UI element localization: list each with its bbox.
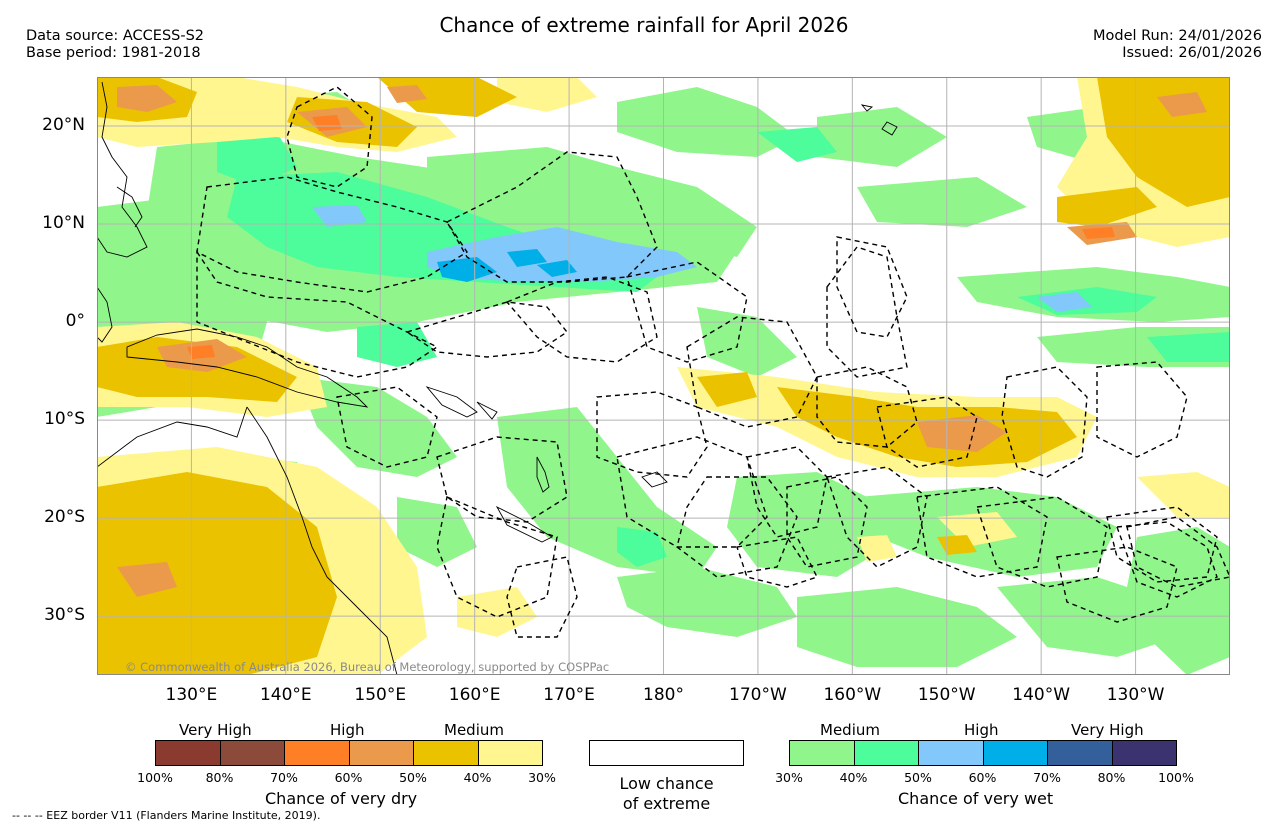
lon-label: 130°W — [1106, 685, 1165, 705]
dry-swatch — [155, 740, 221, 766]
wet-swatch — [789, 740, 855, 766]
lon-label: 130°E — [165, 685, 218, 705]
lon-label: 180° — [643, 685, 684, 705]
wet-swatch — [853, 740, 919, 766]
dry-swatch — [477, 740, 543, 766]
dry-swatch — [284, 740, 350, 766]
wet-percent-label: 60% — [968, 770, 997, 785]
wet-swatch — [1047, 740, 1113, 766]
dry-50-regions — [117, 85, 1207, 597]
dry-caption: Chance of very dry — [265, 789, 418, 808]
lat-label: 10°S — [44, 409, 85, 430]
lat-label: 0° — [65, 311, 85, 332]
wet-percent-label: 40% — [839, 770, 868, 785]
wet-60-regions — [437, 249, 577, 282]
wet-swatch — [982, 740, 1048, 766]
rainfall-map: © Commonwealth of Australia 2026, Bureau… — [97, 77, 1230, 675]
coastlines — [97, 81, 898, 675]
wet-percent-label: 30% — [775, 770, 803, 785]
dry-cat-very-high: Very High — [179, 721, 252, 739]
wet-percent-label: 50% — [904, 770, 932, 785]
dry-cat-high: High — [330, 721, 365, 739]
wet-cat-high: High — [964, 721, 999, 739]
dry-percent-label: 60% — [334, 770, 363, 785]
lon-label: 170°E — [543, 685, 595, 705]
data-source-text: Data source: ACCESS-S2 — [26, 28, 205, 44]
map-title: Chance of extreme rainfall for April 202… — [0, 13, 1288, 37]
low-chance-line1: Low chance — [619, 774, 714, 793]
dry-percent-label: 70% — [270, 770, 298, 785]
dry-percent-label: 30% — [528, 770, 556, 785]
lon-label: 160°E — [448, 685, 501, 705]
lat-label: 20°N — [42, 115, 85, 136]
wet-cat-medium: Medium — [820, 721, 880, 739]
wet-swatch — [1111, 740, 1177, 766]
wet-caption: Chance of very wet — [898, 789, 1054, 808]
lon-label: 160°W — [823, 685, 882, 705]
eez-borders — [196, 86, 1230, 638]
lat-label: 30°S — [44, 605, 85, 626]
wet-percent-label: 80% — [1097, 770, 1126, 785]
lat-label: 20°S — [44, 507, 85, 528]
base-period-text: Base period: 1981-2018 — [26, 45, 201, 61]
map-title-text: Chance of extreme rainfall for April 202… — [439, 13, 849, 37]
lon-label: 150°E — [354, 685, 407, 705]
dry-swatch — [219, 740, 285, 766]
dry-swatch — [413, 740, 479, 766]
issued-text: Issued: 26/01/2026 — [1122, 45, 1262, 61]
dry-percent-label: 40% — [463, 770, 492, 785]
lon-label: 150°W — [917, 685, 976, 705]
wet-percent-label: 100% — [1158, 770, 1194, 785]
wet-swatch — [918, 740, 984, 766]
eez-legend-text: -- -- -- EEZ border V11 (Flanders Marine… — [12, 809, 321, 822]
dry-cat-medium: Medium — [444, 721, 504, 739]
wet-50-regions — [312, 205, 1092, 312]
dry-swatch — [348, 740, 414, 766]
map-frame — [97, 77, 1230, 675]
wet-percent-label: 70% — [1033, 770, 1061, 785]
lon-label: 140°W — [1012, 685, 1071, 705]
low-chance-swatch — [589, 740, 744, 766]
lon-label: 170°W — [729, 685, 787, 705]
lon-label: 140°E — [259, 685, 312, 705]
dry-60-regions — [187, 115, 1115, 359]
dry-percent-label: 100% — [137, 770, 173, 785]
low-chance-line2: of extreme — [622, 794, 711, 813]
model-run-text: Model Run: 24/01/2026 — [1092, 28, 1262, 44]
dry-percent-label: 50% — [399, 770, 427, 785]
lat-label: 10°N — [42, 213, 85, 234]
dry-percent-label: 80% — [205, 770, 234, 785]
copyright-text: © Commonwealth of Australia 2026, Bureau… — [125, 660, 609, 674]
map-gridlines — [97, 77, 1230, 675]
wet-cat-very-high: Very High — [1071, 721, 1144, 739]
